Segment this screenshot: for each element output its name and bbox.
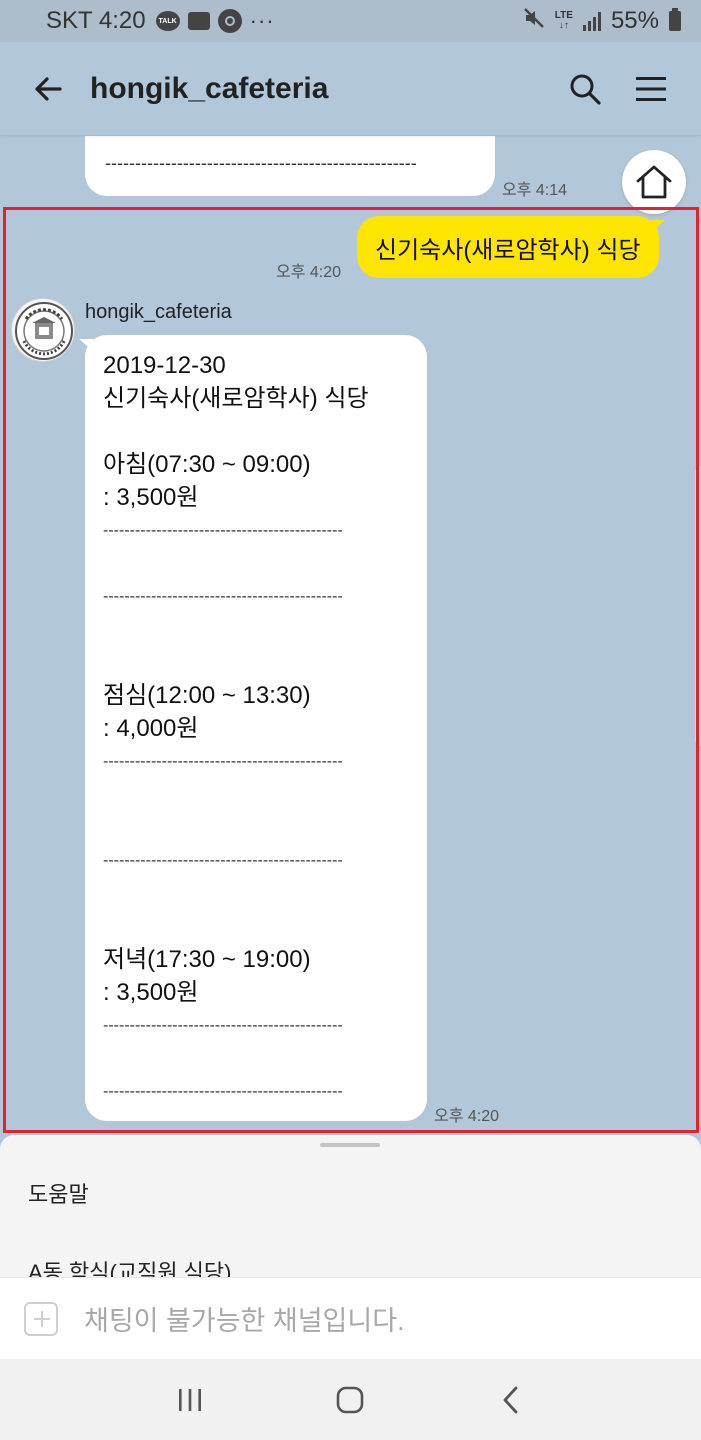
divider: ----------------------------------------… (103, 1083, 343, 1100)
lunch-label: 점심(12:00 ~ 13:30) (103, 682, 311, 709)
carrier-time: SKT 4:20 (46, 7, 146, 34)
bot-message-bubble: 2019-12-30 신기숙사(새로암학사) 식당 아침(07:30 ~ 09:… (79, 335, 427, 1121)
quick-reply-a-building[interactable]: A동 학식(교직원 식당) (28, 1260, 232, 1277)
recent-apps-icon (179, 1388, 202, 1411)
previous-message-bubble: ----------------------------------------… (85, 136, 495, 196)
more-notifications-icon: ··· (249, 8, 275, 33)
breakfast-label: 아침(07:30 ~ 09:00) (103, 451, 311, 478)
scrollbar[interactable] (695, 466, 701, 746)
signal-icon (582, 11, 601, 31)
menu-icon (636, 76, 666, 101)
sender-name: hongik_cafeteria (85, 301, 232, 323)
home-nav-button[interactable] (330, 1380, 370, 1420)
kakaotalk-notification-icon: TALK (155, 11, 180, 31)
back-nav-button[interactable] (491, 1380, 531, 1420)
status-bar: SKT 4:20 TALK ··· LTE ↓↑ 55% (0, 0, 701, 42)
divider: ----------------------------------------… (103, 753, 343, 770)
divider: ----------------------------------------… (103, 588, 343, 605)
chat-disabled-notice: 채팅이 불가능한 채널입니다. (84, 1306, 405, 1336)
home-icon (636, 165, 672, 199)
channel-avatar[interactable] (11, 298, 75, 362)
navigation-bar (0, 1359, 701, 1440)
lunch-price: : 4,000원 (103, 715, 199, 742)
lte-label: LTE (554, 10, 573, 21)
previous-message-time: 오후 4:14 (502, 182, 568, 199)
back-arrow-icon (35, 76, 62, 101)
menu-place: 신기숙사(새로암학사) 식당 (103, 385, 369, 412)
quick-reply-help[interactable]: 도움말 (28, 1182, 89, 1207)
hongik-university-seal-icon (15, 302, 73, 360)
search-button[interactable] (565, 69, 605, 109)
mute-icon (523, 7, 545, 35)
home-button[interactable] (622, 150, 686, 214)
home-nav-icon (337, 1386, 364, 1413)
divider: ----------------------------------------… (103, 522, 343, 539)
plus-icon[interactable] (24, 1301, 58, 1336)
chat-area[interactable]: ----------------------------------------… (0, 136, 701, 1135)
record-notification-icon (217, 9, 242, 33)
user-message-text: 신기숙사(새로암학사) 식당 (375, 236, 641, 264)
user-message-time: 오후 4:20 (276, 264, 342, 281)
message-input-bar: 채팅이 불가능한 채널입니다. (0, 1277, 701, 1359)
battery-icon (669, 8, 681, 31)
breakfast-price: : 3,500원 (103, 484, 199, 511)
divider: ----------------------------------------… (103, 1017, 343, 1034)
previous-message-dashes: ----------------------------------------… (105, 153, 417, 173)
recent-apps-button[interactable] (170, 1380, 210, 1420)
app-header: hongik_cafeteria (0, 42, 701, 136)
battery-percent: 55% (610, 7, 659, 34)
gallery-notification-icon (187, 12, 210, 30)
dinner-price: : 3,500원 (103, 979, 199, 1006)
menu-date: 2019-12-30 (103, 352, 226, 379)
divider: ----------------------------------------… (103, 852, 343, 869)
back-nav-icon (503, 1386, 518, 1413)
user-message-bubble: 신기숙사(새로암학사) 식당 (357, 216, 665, 278)
drag-handle[interactable] (320, 1143, 380, 1147)
menu-button[interactable] (631, 69, 671, 109)
dinner-label: 저녁(17:30 ~ 19:00) (103, 946, 311, 973)
lte-icon: LTE ↓↑ (554, 10, 573, 31)
channel-title: hongik_cafeteria (90, 71, 329, 105)
back-button[interactable] (24, 65, 72, 113)
bot-message-time: 오후 4:20 (434, 1108, 500, 1125)
quick-reply-panel: 도움말 A동 학식(교직원 식당) (0, 1135, 701, 1277)
search-icon (570, 74, 601, 105)
